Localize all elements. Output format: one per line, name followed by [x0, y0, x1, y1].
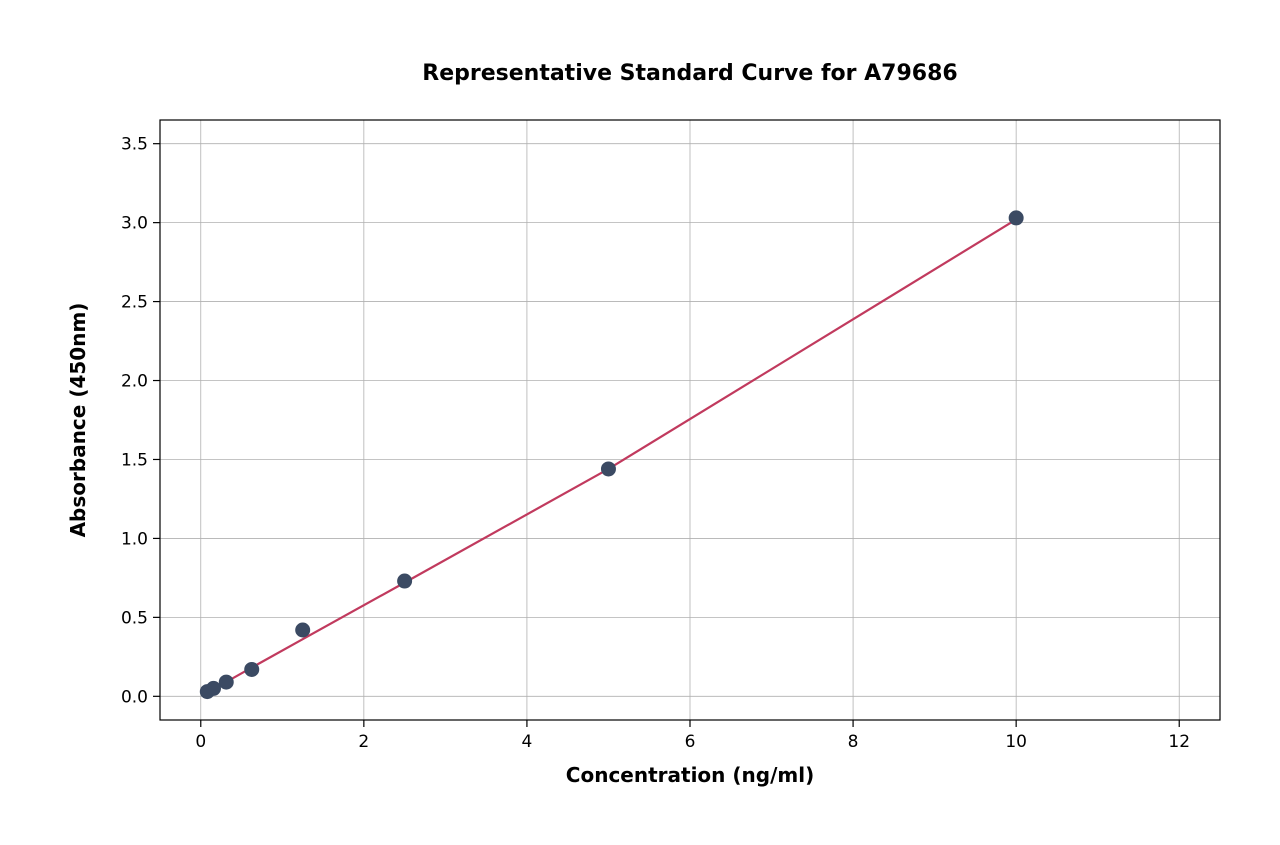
chart-title: Representative Standard Curve for A79686 — [422, 61, 957, 86]
x-tick-label: 4 — [522, 732, 533, 752]
data-point — [1009, 211, 1023, 225]
y-tick-label: 2.5 — [121, 293, 148, 313]
data-point — [245, 662, 259, 676]
x-tick-label: 12 — [1168, 732, 1190, 752]
y-tick-label: 3.5 — [121, 135, 148, 155]
data-point — [219, 675, 233, 689]
y-tick-label: 1.5 — [121, 450, 148, 470]
y-axis-label: Absorbance (450nm) — [66, 303, 90, 538]
y-tick-label: 1.0 — [121, 529, 148, 549]
data-point — [206, 681, 220, 695]
chart-container: 0 2 4 6 8 10 12 0.0 0.5 1.0 1.5 2.0 2.5 3.0 3.5 Represe… — [0, 0, 1280, 845]
x-tick-label: 0 — [195, 732, 206, 752]
data-point — [398, 574, 412, 588]
x-tick-label: 10 — [1005, 732, 1027, 752]
x-tick-label: 8 — [848, 732, 859, 752]
data-point — [601, 462, 615, 476]
y-tick-label: 3.0 — [121, 214, 148, 234]
data-point — [296, 623, 310, 637]
y-tick-label: 0.0 — [121, 687, 148, 707]
y-tick-label: 0.5 — [121, 608, 148, 628]
x-tick-label: 6 — [685, 732, 696, 752]
y-tick-label: 2.0 — [121, 372, 148, 392]
x-tick-label: 2 — [358, 732, 369, 752]
x-axis-label: Concentration (ng/ml) — [566, 763, 814, 787]
chart-svg: 0 2 4 6 8 10 12 0.0 0.5 1.0 1.5 2.0 2.5 3.0 3.5 Represe… — [0, 0, 1280, 845]
